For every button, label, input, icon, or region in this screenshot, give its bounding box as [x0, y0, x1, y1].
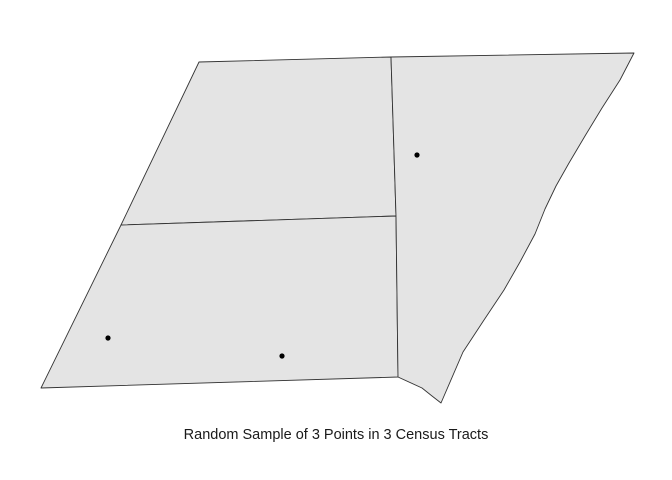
sample-points — [105, 152, 420, 359]
tract-east — [390, 52, 635, 404]
tract-south-west — [40, 215, 399, 389]
sample-point — [105, 335, 111, 341]
census-tracts — [40, 52, 635, 404]
tract-north-west — [120, 56, 397, 226]
sample-point — [414, 152, 420, 158]
sample-point — [279, 353, 285, 359]
map-caption: Random Sample of 3 Points in 3 Census Tr… — [183, 427, 489, 443]
